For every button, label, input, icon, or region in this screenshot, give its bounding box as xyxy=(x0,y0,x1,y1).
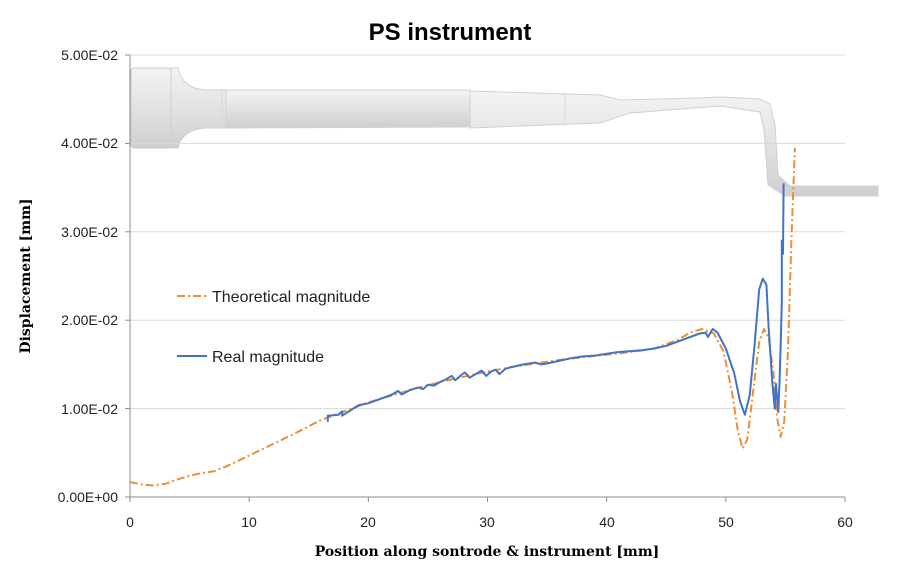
y-tick-label: 0.00E+00 xyxy=(58,489,119,505)
x-tick-label: 40 xyxy=(599,514,615,530)
y-gridlines xyxy=(130,54,845,410)
y-tick-label: 2.00E-02 xyxy=(61,312,118,328)
y-tick-label: 4.00E-02 xyxy=(61,135,118,151)
instrument-illustration xyxy=(130,67,879,197)
y-axis-label: Displacement [mm] xyxy=(18,198,34,353)
series-layer xyxy=(129,147,796,487)
legend-label-real: Real magnitude xyxy=(212,349,324,366)
x-tick-label: 60 xyxy=(837,514,853,530)
x-tick-label: 30 xyxy=(479,514,495,530)
x-tick-label: 20 xyxy=(360,514,376,530)
x-tick-labels: 0 10 20 30 40 50 60 xyxy=(126,514,853,530)
plot-area xyxy=(125,54,846,502)
y-tick-label: 3.00E-02 xyxy=(61,224,118,240)
x-tick-label: 0 xyxy=(126,514,134,530)
x-tick-marks xyxy=(129,497,846,502)
y-tick-label: 5.00E-02 xyxy=(61,47,118,63)
legend: Theoretical magnitude Real magnitude xyxy=(177,289,370,366)
y-tick-marks xyxy=(125,54,130,498)
series-line-real xyxy=(326,183,785,422)
legend-label-theoretical: Theoretical magnitude xyxy=(212,289,370,306)
chart-title: PS instrument xyxy=(369,19,532,46)
y-tick-label: 1.00E-02 xyxy=(61,401,118,417)
x-axis-label: Position along sontrode & instrument [mm… xyxy=(315,544,660,560)
x-tick-label: 50 xyxy=(718,514,734,530)
y-tick-labels: 0.00E+00 1.00E-02 2.00E-02 3.00E-02 4.00… xyxy=(58,47,119,505)
x-tick-label: 10 xyxy=(241,514,257,530)
